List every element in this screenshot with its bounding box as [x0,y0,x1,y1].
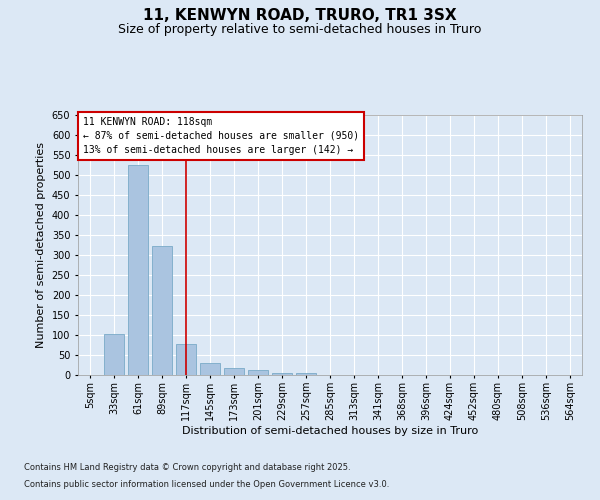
Bar [272,373,292,375]
Text: Size of property relative to semi-detached houses in Truro: Size of property relative to semi-detach… [118,22,482,36]
X-axis label: Distribution of semi-detached houses by size in Truro: Distribution of semi-detached houses by … [182,426,478,436]
Bar [152,246,172,375]
Text: 11, KENWYN ROAD, TRURO, TR1 3SX: 11, KENWYN ROAD, TRURO, TR1 3SX [143,8,457,22]
Bar [104,334,124,375]
Bar [200,363,220,375]
Y-axis label: Number of semi-detached properties: Number of semi-detached properties [36,142,46,348]
Bar [224,368,244,375]
Bar [248,370,268,375]
Bar [176,344,196,375]
Text: 11 KENWYN ROAD: 118sqm
← 87% of semi-detached houses are smaller (950)
13% of se: 11 KENWYN ROAD: 118sqm ← 87% of semi-det… [83,117,359,155]
Text: Contains HM Land Registry data © Crown copyright and database right 2025.: Contains HM Land Registry data © Crown c… [24,464,350,472]
Bar [128,165,148,375]
Bar [296,372,316,375]
Text: Contains public sector information licensed under the Open Government Licence v3: Contains public sector information licen… [24,480,389,489]
